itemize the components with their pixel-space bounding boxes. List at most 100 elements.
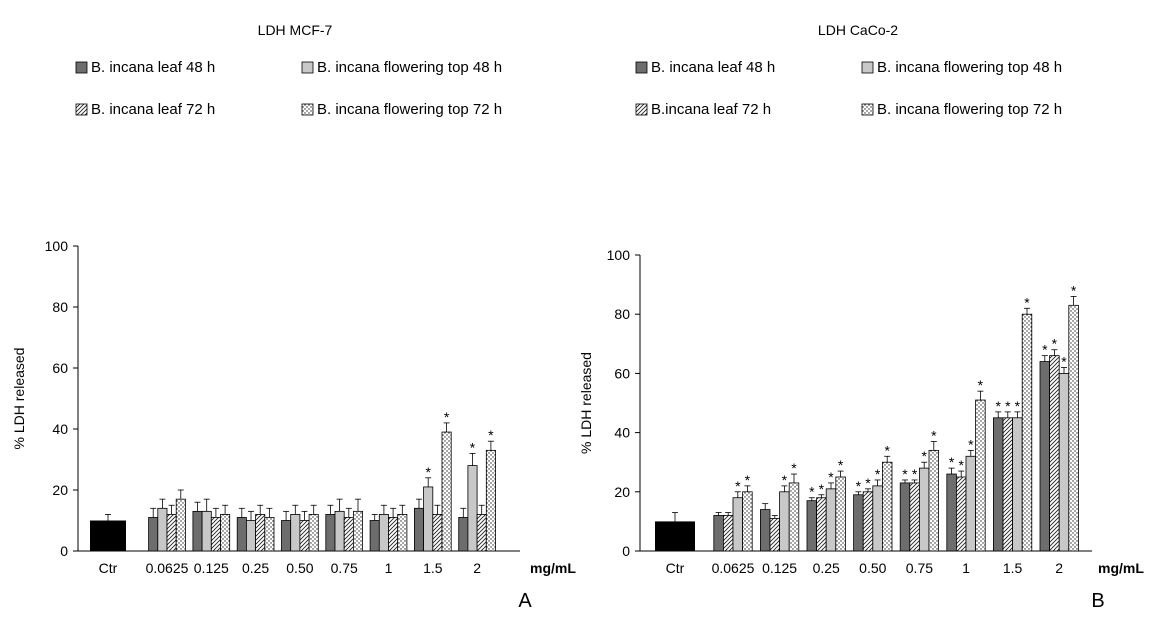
bar bbox=[732, 497, 744, 552]
significance-marker: * bbox=[809, 484, 815, 500]
chart-panel-1: LDH CaCo-2 B. incana leaf 48 h B. incana f… bbox=[578, 22, 1144, 612]
bar bbox=[993, 417, 1004, 552]
bar bbox=[476, 514, 487, 552]
bar bbox=[909, 482, 920, 552]
x-tick-label: 2 bbox=[473, 560, 481, 576]
bar bbox=[956, 476, 967, 552]
significance-marker: * bbox=[912, 466, 918, 482]
bar bbox=[1002, 417, 1014, 552]
y-tick-label: 0 bbox=[622, 543, 630, 559]
significance-marker: * bbox=[856, 478, 862, 494]
bar bbox=[352, 510, 363, 552]
x-tick-label: 1 bbox=[385, 560, 393, 576]
bar bbox=[872, 485, 883, 552]
bar bbox=[899, 482, 911, 552]
significance-marker: * bbox=[828, 469, 834, 485]
panel-label: B bbox=[1091, 590, 1104, 612]
bar bbox=[806, 500, 818, 552]
legend-swatch bbox=[635, 61, 648, 74]
bar bbox=[290, 514, 301, 552]
significance-marker: * bbox=[968, 436, 974, 452]
significance-marker: * bbox=[865, 475, 871, 491]
significance-marker: * bbox=[995, 398, 1001, 414]
legend-label: B. incana leaf 72 h bbox=[91, 101, 215, 118]
x-axis-unit: mg/mL bbox=[530, 560, 576, 576]
legend-swatch bbox=[301, 103, 314, 116]
legend-swatch bbox=[861, 61, 874, 74]
panel-label: A bbox=[518, 590, 532, 612]
bar-control bbox=[90, 520, 126, 551]
bar bbox=[264, 517, 275, 552]
x-tick-label: 1.5 bbox=[423, 560, 443, 576]
bar bbox=[255, 514, 266, 552]
significance-marker: * bbox=[819, 481, 825, 497]
y-tick-label: 60 bbox=[52, 360, 68, 376]
bar bbox=[1021, 313, 1033, 552]
bar bbox=[423, 486, 434, 552]
significance-marker: * bbox=[902, 466, 908, 482]
bar bbox=[308, 514, 319, 552]
y-tick-label: 80 bbox=[614, 306, 630, 322]
bar bbox=[742, 491, 753, 552]
significance-marker: * bbox=[949, 454, 955, 470]
x-tick-label: 0.75 bbox=[331, 560, 358, 576]
significance-marker: * bbox=[875, 466, 881, 482]
x-tick-label: 0.50 bbox=[286, 560, 313, 576]
bar bbox=[825, 488, 837, 552]
bar bbox=[157, 507, 168, 552]
y-tick-label: 60 bbox=[614, 365, 630, 381]
y-tick-label: 100 bbox=[45, 238, 69, 254]
bar bbox=[458, 517, 469, 552]
significance-marker: * bbox=[838, 457, 844, 473]
bar bbox=[723, 515, 734, 552]
bar bbox=[467, 465, 478, 552]
y-axis-label: % LDH released bbox=[578, 352, 594, 454]
x-tick-label: 0.125 bbox=[762, 560, 797, 576]
bar bbox=[760, 509, 771, 552]
y-tick-label: 40 bbox=[52, 421, 68, 437]
x-tick-label: 0.0625 bbox=[712, 560, 755, 576]
bar bbox=[299, 520, 310, 552]
legend-label: B. incana leaf 48 h bbox=[91, 59, 215, 76]
bar bbox=[166, 514, 177, 552]
significance-marker: * bbox=[745, 472, 751, 488]
bar bbox=[779, 491, 790, 552]
legend-label: B. incana flowering top 72 h bbox=[317, 101, 502, 118]
significance-marker: * bbox=[791, 460, 797, 476]
significance-marker: * bbox=[1042, 342, 1048, 358]
significance-marker: * bbox=[931, 427, 937, 443]
y-tick-label: 20 bbox=[52, 482, 68, 498]
bar bbox=[816, 497, 827, 552]
y-tick-label: 80 bbox=[52, 299, 68, 315]
bar bbox=[965, 455, 977, 552]
bar bbox=[201, 510, 212, 552]
significance-marker: * bbox=[978, 377, 984, 393]
significance-marker: * bbox=[884, 442, 890, 458]
significance-marker: * bbox=[735, 478, 741, 494]
bar bbox=[343, 517, 354, 552]
x-tick-label: Ctr bbox=[666, 560, 685, 576]
bar bbox=[946, 473, 957, 552]
bar bbox=[236, 517, 247, 552]
bar bbox=[192, 510, 203, 552]
y-tick-label: 0 bbox=[60, 543, 68, 559]
legend-label: B. incana flowering top 72 h bbox=[877, 101, 1062, 118]
x-tick-label: Ctr bbox=[99, 560, 118, 576]
significance-marker: * bbox=[782, 472, 788, 488]
bar bbox=[441, 431, 452, 552]
bar bbox=[281, 520, 292, 552]
legend-label: B.incana leaf 72 h bbox=[651, 101, 771, 118]
bar bbox=[1049, 355, 1060, 552]
bar bbox=[369, 520, 380, 552]
bar bbox=[975, 399, 986, 552]
significance-marker: * bbox=[1071, 282, 1077, 298]
bar bbox=[928, 449, 940, 552]
significance-marker: * bbox=[1024, 294, 1030, 310]
bar bbox=[853, 494, 864, 552]
bar bbox=[325, 514, 336, 552]
bar bbox=[713, 515, 724, 552]
x-tick-label: 0.0625 bbox=[146, 560, 189, 576]
legend-swatch bbox=[75, 61, 88, 74]
chart-panel-0: LDH MCF-7 B. incana leaf 48 h B. incana fl… bbox=[11, 22, 576, 612]
